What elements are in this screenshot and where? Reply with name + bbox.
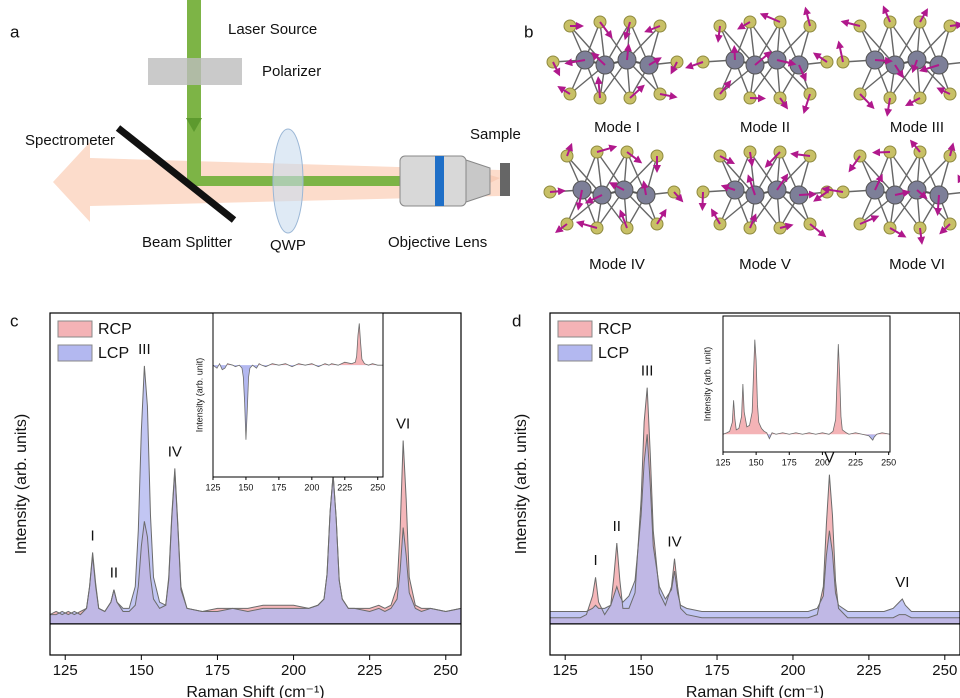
x-tick-label: 125 xyxy=(53,662,78,679)
peak-label: I xyxy=(593,552,597,569)
x-tick-label: 225 xyxy=(856,662,881,679)
x-tick-label: 175 xyxy=(705,662,730,679)
panel-label: a xyxy=(10,22,20,41)
x-tick-label: 125 xyxy=(715,457,730,467)
cluster xyxy=(825,143,960,241)
cluster xyxy=(697,146,833,235)
label: QWP xyxy=(270,237,306,254)
x-tick-label: 225 xyxy=(848,457,863,467)
x-tick-label: 250 xyxy=(433,662,458,679)
peak-label: I xyxy=(91,527,95,544)
x-tick-label: 250 xyxy=(881,457,896,467)
y-axis-label: Intensity (arb. units) xyxy=(13,414,30,555)
panel-label: d xyxy=(512,311,521,330)
x-tick-label: 175 xyxy=(782,457,797,467)
label: Laser Source xyxy=(228,21,317,38)
legend-swatch xyxy=(558,321,592,337)
label: Beam Splitter xyxy=(142,234,232,251)
x-tick-label: 125 xyxy=(205,482,220,492)
legend-swatch xyxy=(558,345,592,361)
y-axis-label: Intensity (arb. unit) xyxy=(702,347,712,422)
displacement-arrow xyxy=(550,191,562,192)
legend-swatch xyxy=(58,345,92,361)
x-tick-label: 225 xyxy=(337,482,352,492)
cluster xyxy=(544,146,681,234)
mode-label: Mode III xyxy=(890,119,944,136)
x-tick-label: 125 xyxy=(553,662,578,679)
chart: 125 150 175 200 225 250 Intensity (arb. unit) xyxy=(702,316,896,467)
displacement-arrow xyxy=(734,49,735,60)
x-axis-label: Raman Shift (cm⁻¹) xyxy=(686,684,824,698)
legend-label: RCP xyxy=(598,321,632,338)
y-axis-label: Intensity (arb. units) xyxy=(513,414,530,555)
x-tick-label: 200 xyxy=(281,662,306,679)
peak-label: III xyxy=(138,341,151,358)
x-tick-label: 200 xyxy=(304,482,319,492)
polarizer xyxy=(148,58,242,85)
x-tick-label: 225 xyxy=(357,662,382,679)
label: Polarizer xyxy=(262,63,321,80)
laser-beam xyxy=(187,0,201,186)
objective-tip xyxy=(466,160,490,202)
displacement-arrow xyxy=(938,195,939,212)
sample xyxy=(500,163,510,196)
cluster xyxy=(689,10,833,110)
displacement-arrow xyxy=(950,25,960,26)
x-tick-label: 250 xyxy=(932,662,957,679)
peak-label: VI xyxy=(895,574,909,591)
x-tick-label: 200 xyxy=(780,662,805,679)
label: Sample xyxy=(470,126,521,143)
x-tick-label: 200 xyxy=(815,457,830,467)
chart: 125 150 175 200 225 250 Intensity (arb. unit) xyxy=(194,313,385,492)
displacement-arrow xyxy=(875,60,889,61)
mode-label: Mode V xyxy=(739,256,791,273)
legend-label: LCP xyxy=(98,345,129,362)
x-tick-label: 250 xyxy=(370,482,385,492)
objective-band xyxy=(435,156,444,206)
legend-swatch xyxy=(58,321,92,337)
displacement-arrow xyxy=(799,194,813,195)
peak-label: IV xyxy=(667,534,681,551)
x-tick-label: 150 xyxy=(129,662,154,679)
peak-label: III xyxy=(641,363,654,380)
objective-body xyxy=(400,156,466,206)
x-axis-label: Raman Shift (cm⁻¹) xyxy=(186,684,324,698)
legend-label: RCP xyxy=(98,321,132,338)
panel-label: b xyxy=(524,22,533,41)
legend-label: LCP xyxy=(598,345,629,362)
cluster xyxy=(837,9,960,113)
figure: Laser Source Polarizer Spectrometer Samp… xyxy=(0,0,960,698)
page: Laser Source Polarizer Spectrometer Samp… xyxy=(0,0,960,698)
mode-label: Mode IV xyxy=(589,256,645,273)
peak-label: IV xyxy=(168,443,182,460)
x-tick-label: 150 xyxy=(749,457,764,467)
mode-label: Mode VI xyxy=(889,256,945,273)
label: Spectrometer xyxy=(25,132,115,149)
displacement-arrow xyxy=(627,47,628,60)
mode-label: Mode I xyxy=(594,119,640,136)
peak-label: VI xyxy=(396,415,410,432)
x-tick-label: 175 xyxy=(271,482,286,492)
qwp xyxy=(273,129,303,233)
panel-label: c xyxy=(10,311,19,330)
x-tick-label: 150 xyxy=(238,482,253,492)
cluster xyxy=(547,16,683,104)
x-tick-label: 150 xyxy=(629,662,654,679)
x-tick-label: 175 xyxy=(205,662,230,679)
mode-label: Mode II xyxy=(740,119,790,136)
laser-beam-horizontal xyxy=(187,176,427,186)
peak-label: II xyxy=(613,518,621,535)
displacement-arrow xyxy=(702,192,703,207)
label: Objective Lens xyxy=(388,234,487,251)
peak-label: II xyxy=(110,565,118,582)
y-axis-label: Intensity (arb. unit) xyxy=(194,358,204,433)
